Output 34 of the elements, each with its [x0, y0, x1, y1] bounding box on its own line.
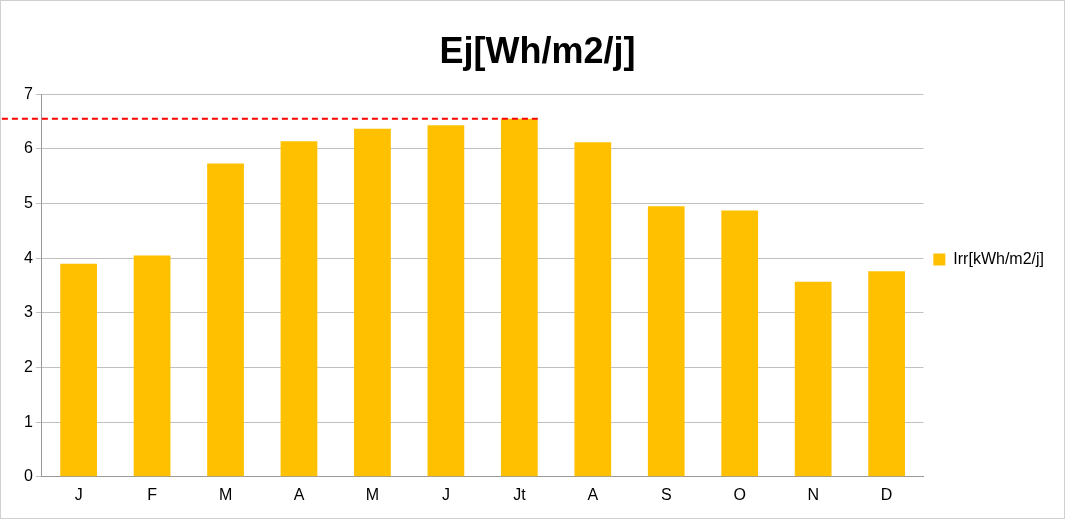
y-tick-label: 2	[23, 357, 33, 375]
y-tick-label: 5	[23, 193, 33, 211]
x-tick-label: J	[441, 485, 450, 503]
bar	[574, 142, 612, 477]
x-tick-label: A	[293, 485, 305, 503]
bar	[207, 163, 244, 477]
x-tick-label: F	[147, 485, 158, 503]
bar	[354, 128, 391, 477]
bar	[133, 255, 171, 477]
x-tick-label: A	[587, 485, 599, 503]
bar	[721, 210, 759, 477]
bar	[280, 141, 318, 477]
bar	[794, 281, 832, 477]
y-tick-label: 7	[23, 84, 33, 102]
x-tick-label: M	[218, 485, 233, 503]
bar	[60, 263, 97, 477]
y-tick-label: 1	[23, 412, 33, 430]
y-tick-label: 4	[23, 248, 33, 266]
bar	[868, 271, 905, 477]
x-tick-label: D	[880, 485, 893, 503]
x-tick-label: M	[365, 485, 380, 503]
y-tick-label: 6	[23, 139, 33, 157]
bar	[427, 125, 465, 477]
legend-label: Irr[kWh/m2/j]	[953, 249, 1045, 267]
x-tick-label: O	[733, 485, 746, 503]
x-tick-label: J	[74, 485, 83, 503]
x-tick-label: S	[660, 485, 672, 503]
y-tick-label: 3	[23, 303, 33, 321]
bar	[647, 206, 685, 477]
bar	[500, 118, 538, 477]
chart-title: Ej[Wh/m2/j]	[439, 29, 636, 71]
x-tick-label: N	[807, 485, 819, 503]
x-tick-label: Jt	[513, 485, 527, 503]
y-tick-label: 0	[23, 467, 33, 485]
